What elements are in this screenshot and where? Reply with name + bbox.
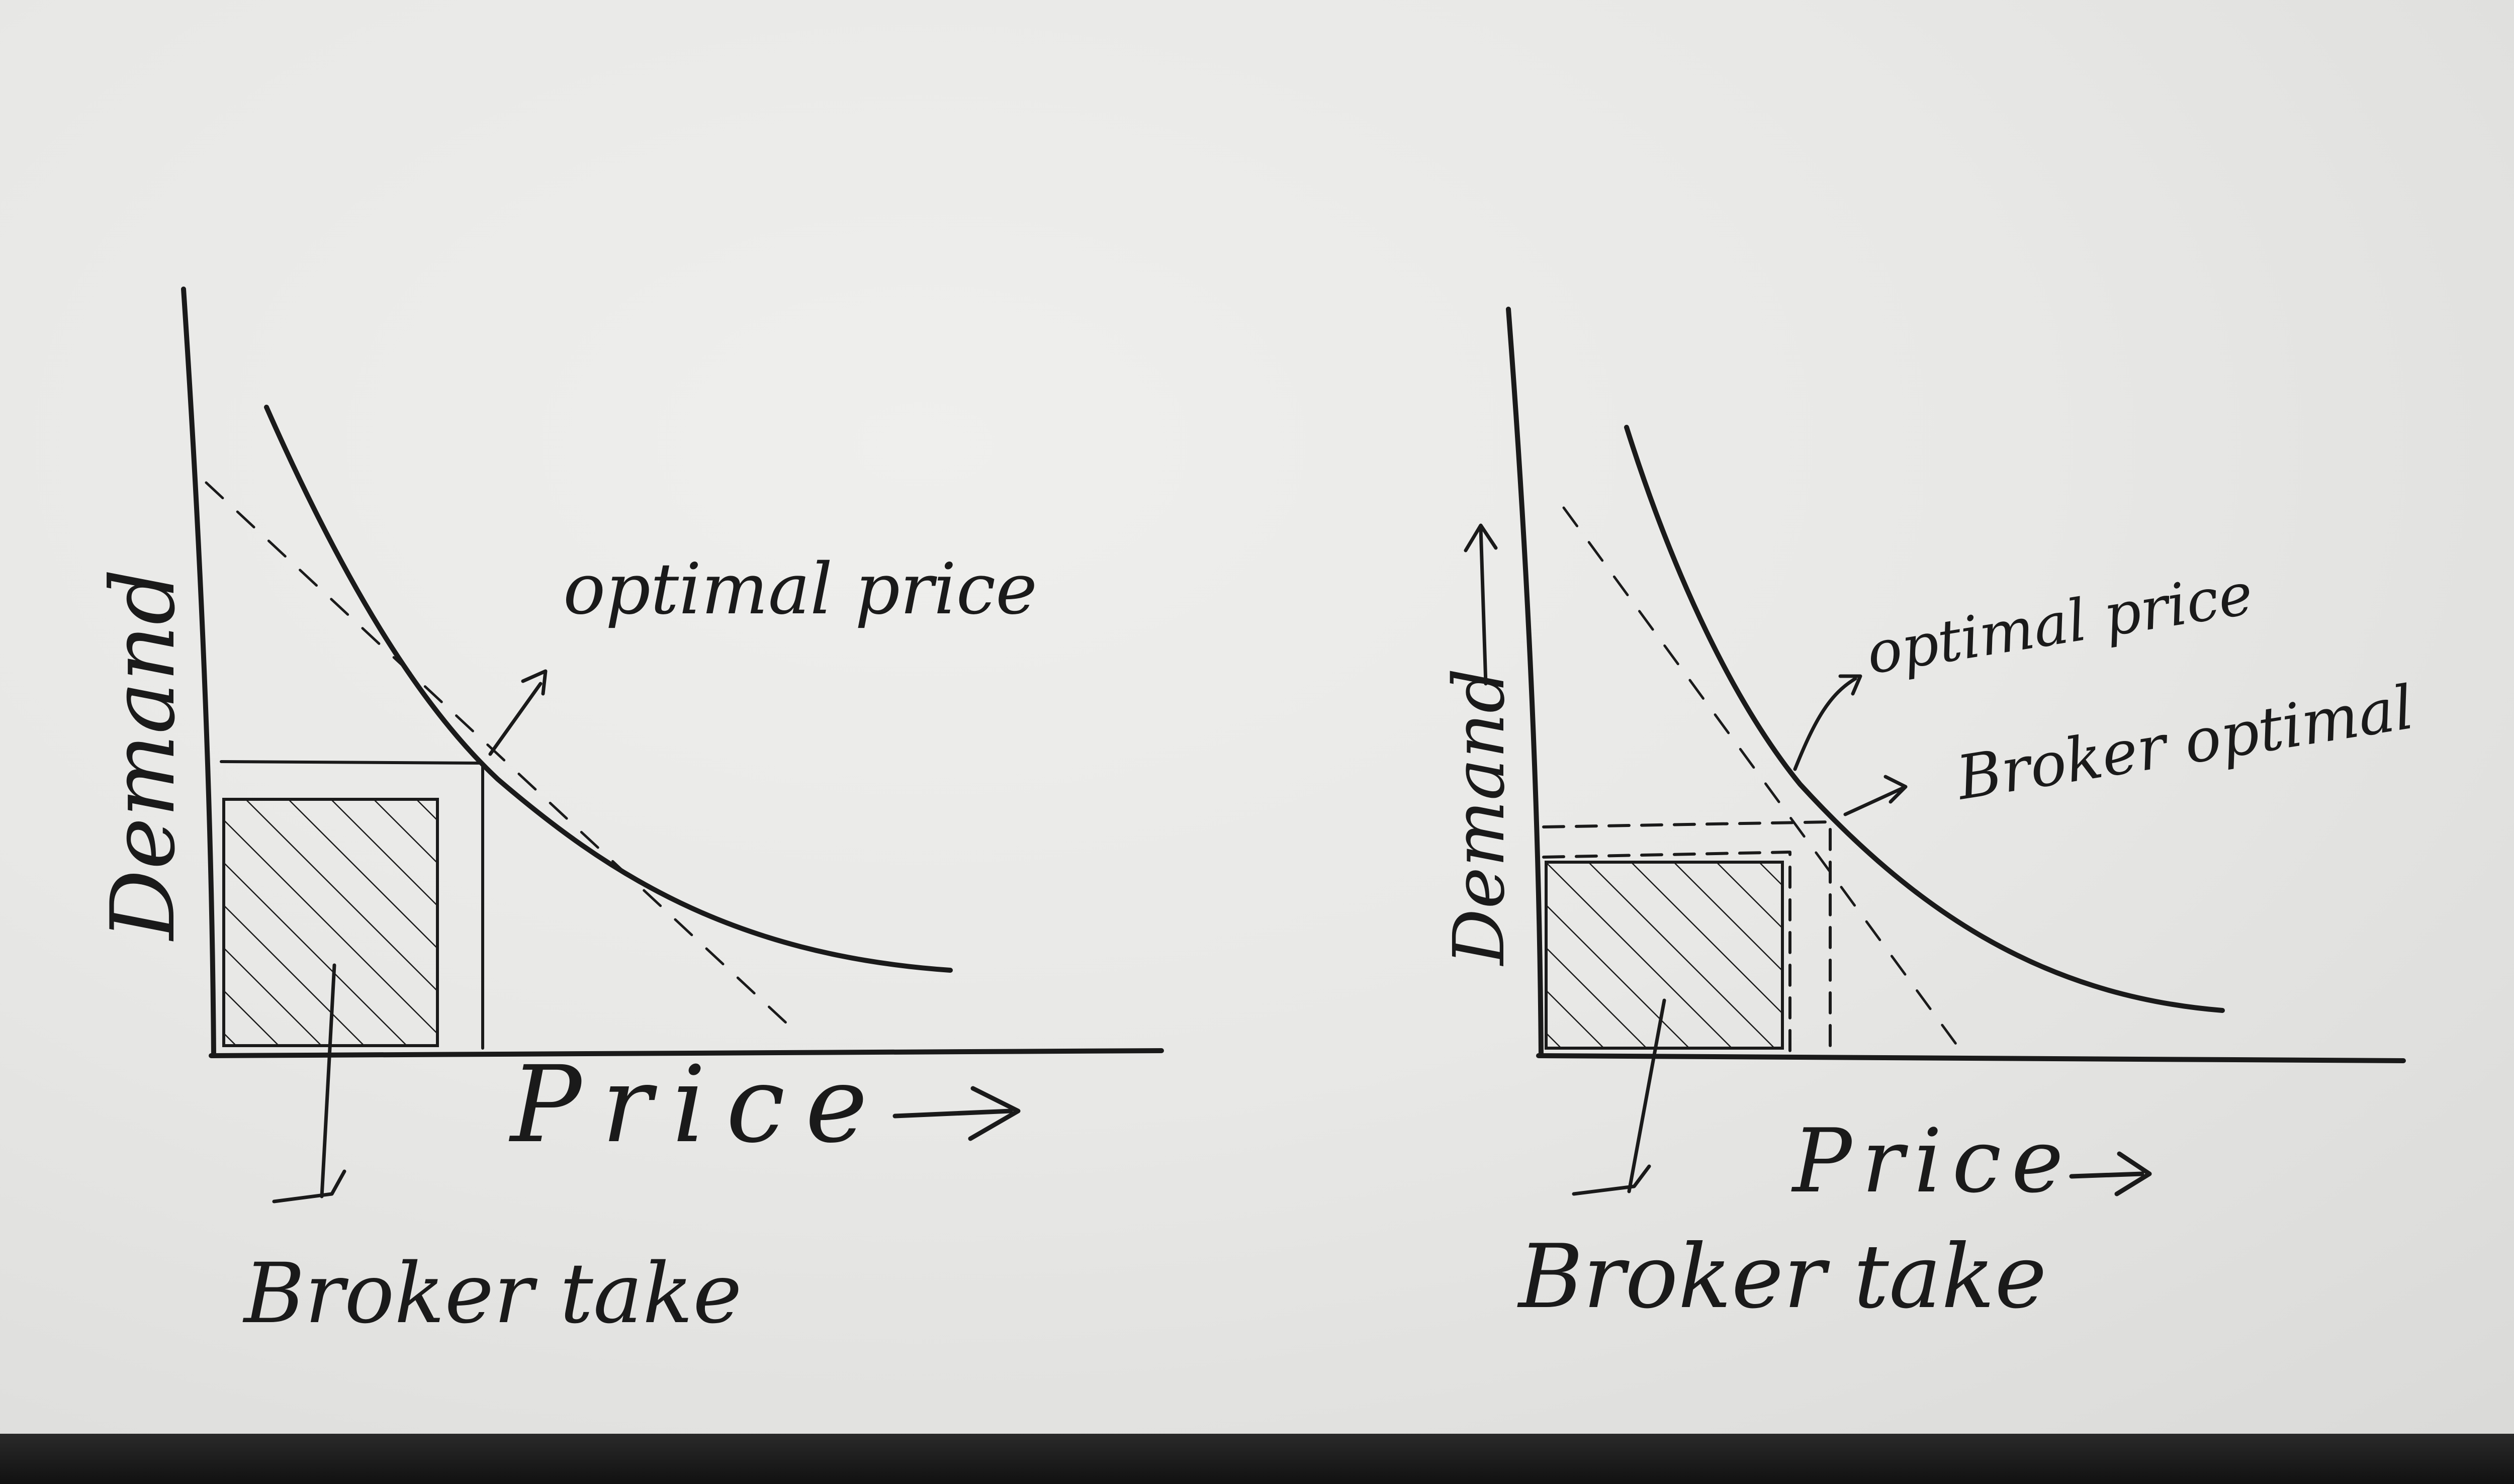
right-optimal-arrow <box>1793 674 1862 771</box>
left-x-axis <box>209 1048 1164 1058</box>
right-price-box <box>1542 820 1832 1052</box>
left-broker-take-label: Broker take <box>242 1245 742 1342</box>
right-demand-arrow-icon <box>1464 523 1498 686</box>
left-price-box <box>220 760 484 1050</box>
right-x-axis-label: Price <box>1791 1110 2074 1213</box>
right-optimal-price-label: optimal price <box>1862 560 2257 688</box>
left-diagram: Demand Price optimal price Broker take <box>93 287 1164 1342</box>
left-optimal-price-label: optimal price <box>563 548 1037 630</box>
left-optimal-arrow <box>488 669 548 756</box>
right-price-arrow-icon <box>2069 1151 2152 1196</box>
right-broker-optimal-arrow <box>1843 775 1908 816</box>
right-broker-take-area <box>1545 861 1784 1050</box>
left-price-arrow-icon <box>892 1086 1021 1141</box>
right-y-axis-label: Demand <box>1439 668 1520 967</box>
right-broker-take-pointer <box>1572 998 1666 1196</box>
right-y-axis <box>1506 307 1544 1058</box>
right-broker-take-label: Broker take <box>1517 1226 2047 1328</box>
right-diagram: Demand Price optimal price Broker optima… <box>1439 307 2418 1328</box>
right-broker-optimal-label: Broker optimal <box>1951 673 2418 814</box>
right-inner-box <box>1542 851 1791 1052</box>
left-x-axis-label: Price <box>508 1043 888 1166</box>
left-broker-take-pointer <box>272 963 346 1203</box>
left-y-axis <box>181 287 216 1058</box>
desk-edge <box>0 1434 2514 1484</box>
right-tangent-dashed <box>1562 506 1962 1052</box>
right-x-axis <box>1536 1053 2406 1063</box>
right-demand-curve <box>1624 425 2225 1013</box>
left-demand-curve <box>264 405 953 973</box>
left-y-axis-label: Demand <box>93 569 195 942</box>
left-tangent-dashed <box>205 481 796 1032</box>
